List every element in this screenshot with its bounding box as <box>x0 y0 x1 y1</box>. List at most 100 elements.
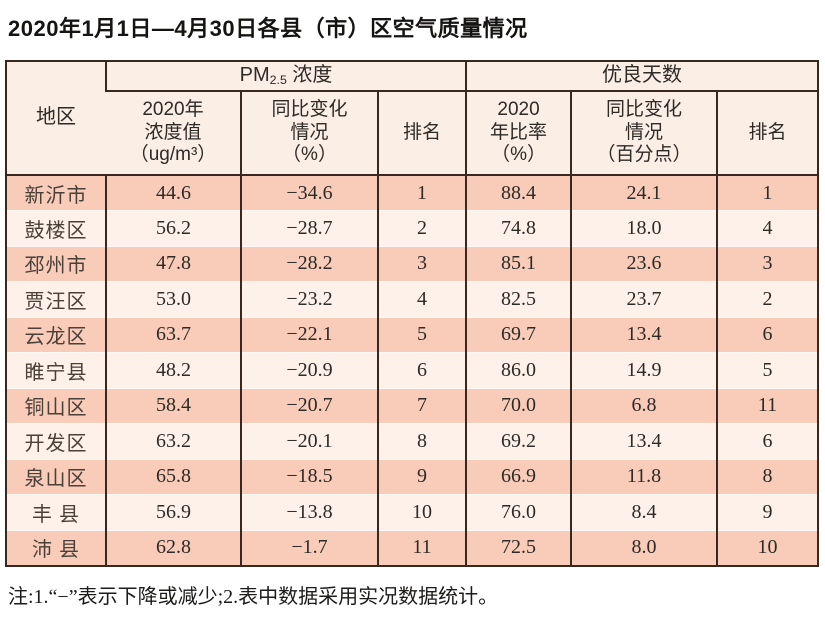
good-rate-cell: 66.9 <box>465 458 572 495</box>
good-change-cell: 14.9 <box>570 352 718 388</box>
pm-rank-cell: 2 <box>376 210 467 246</box>
pm-change-cell: −1.7 <box>240 529 378 566</box>
region-cell: 泉山区 <box>6 458 106 495</box>
good-rate-cell: 88.4 <box>465 174 572 211</box>
table-row: 泉山区 65.8 −18.5 9 66.9 11.8 8 <box>6 458 819 495</box>
good-rank-cell: 5 <box>716 352 819 388</box>
pm-value-cell: 63.7 <box>105 316 241 353</box>
table-header: 地区 PM2.5 浓度 优良天数 2020年 浓度值 （ug/m³） 同比变化 … <box>6 61 819 176</box>
page-title: 2020年1月1日—4月30日各县（市）区空气质量情况 <box>8 16 528 41</box>
pm-value-cell: 44.6 <box>105 174 241 211</box>
pm-rank-cell: 3 <box>376 245 467 282</box>
pm-value-cell: 65.8 <box>105 458 241 495</box>
pm-rank-cell: 8 <box>376 423 467 459</box>
column-group-pm25: PM2.5 浓度 <box>104 61 467 92</box>
good-rate-cell: 72.5 <box>465 529 572 566</box>
table-row: 新沂市 44.6 −34.6 1 88.4 24.1 1 <box>6 174 819 211</box>
good-rank-cell: 4 <box>716 210 819 246</box>
good-change-cell: 8.4 <box>570 494 718 530</box>
table-row: 铜山区 58.4 −20.7 7 70.0 6.8 11 <box>6 387 819 424</box>
table-row: 云龙区 63.7 −22.1 5 69.7 13.4 6 <box>6 316 819 353</box>
good-rate-cell: 82.5 <box>465 281 572 317</box>
pm-change-cell: −20.9 <box>240 352 378 388</box>
table-row: 睢宁县 48.2 −20.9 6 86.0 14.9 5 <box>6 352 819 388</box>
region-cell: 鼓楼区 <box>6 210 106 246</box>
region-cell: 开发区 <box>6 423 106 459</box>
pm25-subscript: 2.5 <box>269 73 287 88</box>
good-rank-cell: 6 <box>716 316 819 353</box>
good-rank-cell: 2 <box>716 281 819 317</box>
good-rate-cell: 86.0 <box>465 352 572 388</box>
good-rank-cell: 9 <box>716 494 819 530</box>
good-rate-cell: 69.2 <box>465 423 572 459</box>
table-row: 邳州市 47.8 −28.2 3 85.1 23.6 3 <box>6 245 819 282</box>
pm-value-cell: 56.2 <box>105 210 241 246</box>
table-row: 沛 县 62.8 −1.7 11 72.5 8.0 10 <box>6 529 819 566</box>
good-rate-cell: 85.1 <box>465 245 572 282</box>
footnote: 注:1.“−”表示下降或减少;2.表中数据采用实况数据统计。 <box>8 585 499 608</box>
header-columns-row: 2020年 浓度值 （ug/m³） 同比变化 情况 （%） 排名 2020 年比… <box>6 91 819 176</box>
pm-rank-cell: 1 <box>376 174 467 211</box>
column-header-pm-rank: 排名 <box>376 91 467 176</box>
pm-change-cell: −34.6 <box>240 174 378 211</box>
pm-change-cell: −28.2 <box>240 245 378 282</box>
column-header-pm-value: 2020年 浓度值 （ug/m³） <box>106 91 241 176</box>
pm-change-cell: −20.1 <box>240 423 378 459</box>
pm-value-cell: 62.8 <box>105 529 241 566</box>
table-row: 丰 县 56.9 −13.8 10 76.0 8.4 9 <box>6 494 819 530</box>
pm-change-cell: −20.7 <box>240 387 378 424</box>
good-rank-cell: 10 <box>716 529 819 566</box>
pm25-label-prefix: PM <box>239 64 270 87</box>
region-cell: 新沂市 <box>6 174 106 211</box>
air-quality-table: 地区 PM2.5 浓度 优良天数 2020年 浓度值 （ug/m³） 同比变化 … <box>5 60 820 567</box>
good-rank-cell: 1 <box>716 174 819 211</box>
pm-change-cell: −22.1 <box>240 316 378 353</box>
pm-change-cell: −28.7 <box>240 210 378 246</box>
table-row: 贾汪区 53.0 −23.2 4 82.5 23.7 2 <box>6 281 819 317</box>
good-rank-cell: 6 <box>716 423 819 459</box>
good-rate-cell: 70.0 <box>465 387 572 424</box>
good-change-cell: 24.1 <box>570 174 718 211</box>
good-rate-cell: 76.0 <box>465 494 572 530</box>
region-cell: 邳州市 <box>6 245 106 282</box>
good-rank-cell: 11 <box>716 387 819 424</box>
pm-rank-cell: 9 <box>376 458 467 495</box>
pm-value-cell: 53.0 <box>105 281 241 317</box>
good-rate-cell: 74.8 <box>465 210 572 246</box>
pm-value-cell: 47.8 <box>105 245 241 282</box>
pm-rank-cell: 10 <box>376 494 467 530</box>
column-header-good-rank: 排名 <box>716 91 819 176</box>
table-row: 开发区 63.2 −20.1 8 69.2 13.4 6 <box>6 423 819 459</box>
good-rank-cell: 8 <box>716 458 819 495</box>
header-group-row: 地区 PM2.5 浓度 优良天数 <box>6 61 819 176</box>
pm-change-cell: −18.5 <box>240 458 378 495</box>
good-change-cell: 11.8 <box>570 458 718 495</box>
table-row: 鼓楼区 56.2 −28.7 2 74.8 18.0 4 <box>6 210 819 246</box>
column-group-good-days: 优良天数 <box>465 61 819 92</box>
pm-value-cell: 56.9 <box>105 494 241 530</box>
pm-change-cell: −23.2 <box>240 281 378 317</box>
region-cell: 铜山区 <box>6 387 106 424</box>
pm-value-cell: 58.4 <box>105 387 241 424</box>
table-body: 新沂市 44.6 −34.6 1 88.4 24.1 1 鼓楼区 56.2 −2… <box>6 174 819 566</box>
good-change-cell: 6.8 <box>570 387 718 424</box>
region-cell: 睢宁县 <box>6 352 106 388</box>
pm-rank-cell: 5 <box>376 316 467 353</box>
good-change-cell: 13.4 <box>570 423 718 459</box>
column-header-region: 地区 <box>6 61 106 176</box>
good-rank-cell: 3 <box>716 245 819 282</box>
good-rate-cell: 69.7 <box>465 316 572 353</box>
good-change-cell: 23.7 <box>570 281 718 317</box>
pm-value-cell: 48.2 <box>105 352 241 388</box>
column-header-pm-change: 同比变化 情况 （%） <box>240 91 378 176</box>
column-header-good-rate: 2020 年比率 （%） <box>465 91 572 176</box>
pm-rank-cell: 4 <box>376 281 467 317</box>
good-change-cell: 8.0 <box>570 529 718 566</box>
region-cell: 云龙区 <box>6 316 106 353</box>
region-cell: 丰 县 <box>6 494 106 530</box>
pm25-label-suffix: 浓度 <box>286 64 333 87</box>
column-header-good-change: 同比变化 情况 （百分点） <box>570 91 718 176</box>
pm-value-cell: 63.2 <box>105 423 241 459</box>
region-cell: 贾汪区 <box>6 281 106 317</box>
good-change-cell: 23.6 <box>570 245 718 282</box>
